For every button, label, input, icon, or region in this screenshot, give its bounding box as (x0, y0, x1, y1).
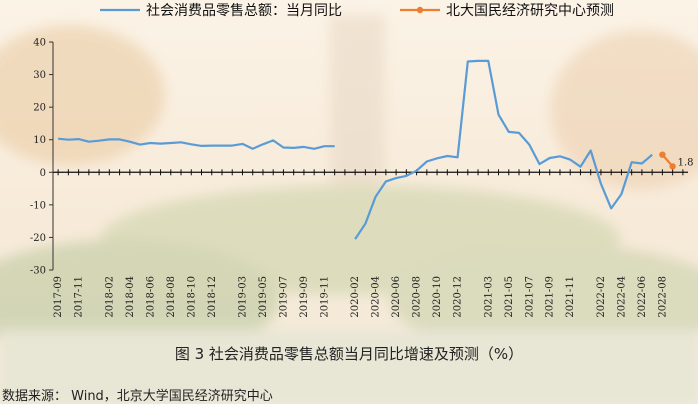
x-tick-label: 2018-08 (166, 276, 177, 318)
x-tick-label: 2018-02 (104, 276, 115, 318)
retail-sales-yoy-line (57, 137, 335, 150)
x-tick-label: 2019-05 (258, 276, 269, 318)
x-tick-label: 2021-05 (504, 276, 515, 318)
retail-sales-yoy-line (354, 59, 653, 240)
x-tick-label: 2021-03 (483, 276, 494, 318)
legend-label-retail: 社会消费品零售总额：当月同比 (146, 3, 342, 19)
chart-caption: 图 3 社会消费品零售总额当月同比增速及预测（%） (174, 345, 524, 363)
x-tick-label: 2020-08 (412, 276, 423, 318)
x-tick-label: 2022-04 (616, 276, 627, 318)
y-tick-label: -10 (30, 200, 46, 211)
chart-legend: 社会消费品零售总额：当月同比 北大国民经济研究中心预测 (100, 3, 614, 19)
chart-axes: -30 -20 -10 0 10 20 30 40 2017-09 2017-11 2018-02 2… (30, 38, 688, 318)
x-tick-label: 2021-07 (524, 276, 535, 318)
legend-marker-forecast (416, 6, 424, 14)
x-tick-label: 2018-12 (207, 276, 218, 318)
y-tick-label: 20 (33, 103, 46, 114)
y-tick-label: 10 (33, 135, 46, 146)
y-tick-label: 40 (33, 38, 46, 49)
x-tick-label: 2021-09 (545, 276, 556, 318)
x-tick-label: 2022-06 (637, 276, 648, 318)
x-tick-label: 2019-09 (299, 276, 310, 318)
x-tick-label: 2019-03 (237, 276, 248, 318)
y-tick-label: -30 (30, 266, 46, 277)
forecast-point (659, 151, 666, 158)
x-tick-label: 2020-06 (391, 276, 402, 318)
chart-series: 1.8 (57, 59, 694, 240)
x-tick-label: 2017-11 (74, 276, 85, 318)
y-tick-label: 0 (40, 168, 46, 179)
x-tick-label: 2017-09 (53, 276, 64, 318)
x-tick-label: 2022-02 (596, 276, 607, 318)
x-tick-label: 2018-06 (145, 276, 156, 318)
x-tick-label: 2020-02 (350, 276, 361, 318)
x-tick-label: 2018-10 (186, 276, 197, 318)
x-tick-label: 2019-11 (319, 276, 330, 318)
x-tick-label: 2020-12 (453, 276, 464, 318)
y-tick-label: 30 (33, 70, 46, 81)
x-tick-label: 2018-04 (125, 276, 136, 318)
data-source-note: 数据来源： Wind，北京大学国民经济研究中心 (2, 389, 273, 404)
x-tick-label: 2021-11 (565, 276, 576, 318)
x-tick-label: 2020-04 (371, 276, 382, 318)
y-tick-label: -20 (30, 233, 46, 244)
legend-label-forecast: 北大国民经济研究中心预测 (446, 3, 614, 19)
forecast-value-label: 1.8 (678, 157, 694, 168)
x-tick-label: 2019-07 (278, 276, 289, 318)
forecast-point (669, 163, 676, 170)
x-tick-label: 2022-08 (657, 276, 668, 318)
x-tick-label: 2020-10 (432, 276, 443, 318)
